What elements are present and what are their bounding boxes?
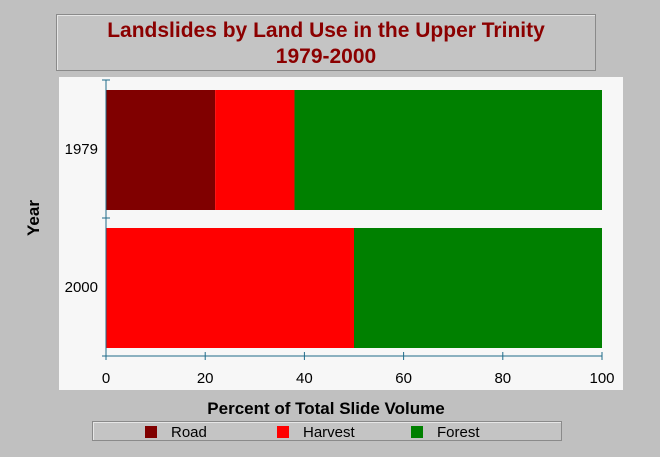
- bar-harvest-1979: [215, 90, 295, 210]
- legend-swatch-harvest: [277, 426, 289, 438]
- x-axis-label: Percent of Total Slide Volume: [207, 399, 445, 418]
- x-tick-label-40: 40: [296, 370, 313, 387]
- bar-forest-1979: [294, 90, 602, 210]
- legend-item-harvest: Harvest: [277, 423, 355, 441]
- legend-swatch-forest: [411, 426, 423, 438]
- x-tick-label-80: 80: [494, 370, 511, 387]
- bar-forest-2000: [354, 228, 602, 348]
- legend-swatch-road: [145, 426, 157, 438]
- bar-road-1979: [106, 90, 216, 210]
- legend-label-forest: Forest: [437, 423, 480, 441]
- legend: Road Harvest Forest: [92, 421, 562, 441]
- chart-title: Landslides by Land Use in the Upper Trin…: [107, 19, 545, 42]
- legend-item-forest: Forest: [411, 423, 480, 441]
- legend-label-road: Road: [171, 423, 207, 441]
- x-tick-label-20: 20: [197, 370, 214, 387]
- legend-label-harvest: Harvest: [303, 423, 355, 441]
- x-tick-label-0: 0: [102, 370, 110, 387]
- x-tick-label-60: 60: [395, 370, 412, 387]
- chart-title-box: Landslides by Land Use in the Upper Trin…: [56, 14, 596, 71]
- bar-harvest-2000: [106, 228, 354, 348]
- y-axis-label: Year: [24, 200, 43, 236]
- y-tick-label-1979: 1979: [65, 141, 98, 158]
- x-tick-label-100: 100: [589, 370, 614, 387]
- y-tick-label-2000: 2000: [65, 279, 98, 296]
- chart-subtitle: 1979-2000: [275, 45, 377, 68]
- legend-item-road: Road: [145, 423, 207, 441]
